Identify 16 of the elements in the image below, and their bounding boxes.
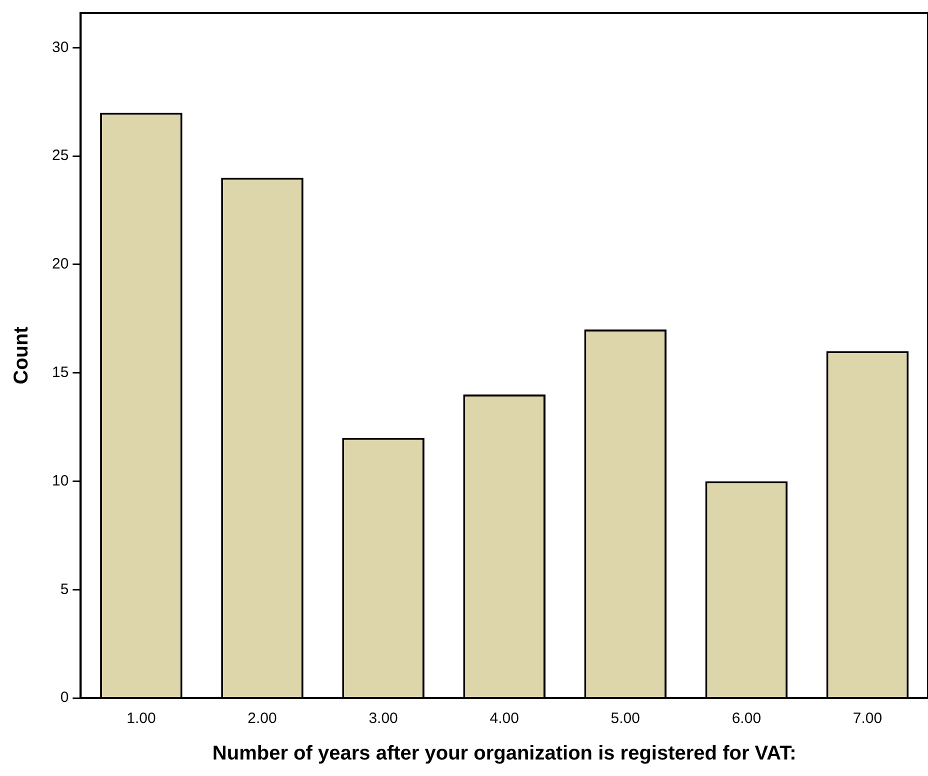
y-tick-label: 0 <box>60 689 69 706</box>
y-tick-label: 5 <box>60 580 69 598</box>
x-tick-label: 3.00 <box>368 710 398 728</box>
x-tick-label: 5.00 <box>610 710 640 728</box>
y-tick-label: 25 <box>52 147 69 164</box>
y-tick-label: 30 <box>52 38 69 56</box>
x-tick-label: 2.00 <box>248 710 277 728</box>
y-tick-label: 20 <box>52 256 69 273</box>
y-axis-title: Count <box>10 326 33 384</box>
x-tick-label: 7.00 <box>852 710 882 728</box>
y-tick-label: 10 <box>52 472 69 490</box>
x-tick-label: 4.00 <box>490 710 519 728</box>
x-axis-title: Number of years after your organization is registered for VAT: <box>212 742 796 765</box>
x-tick-label: 6.00 <box>732 710 762 728</box>
y-tick-label: 15 <box>52 364 69 381</box>
x-tick-label: 1.00 <box>126 710 156 728</box>
